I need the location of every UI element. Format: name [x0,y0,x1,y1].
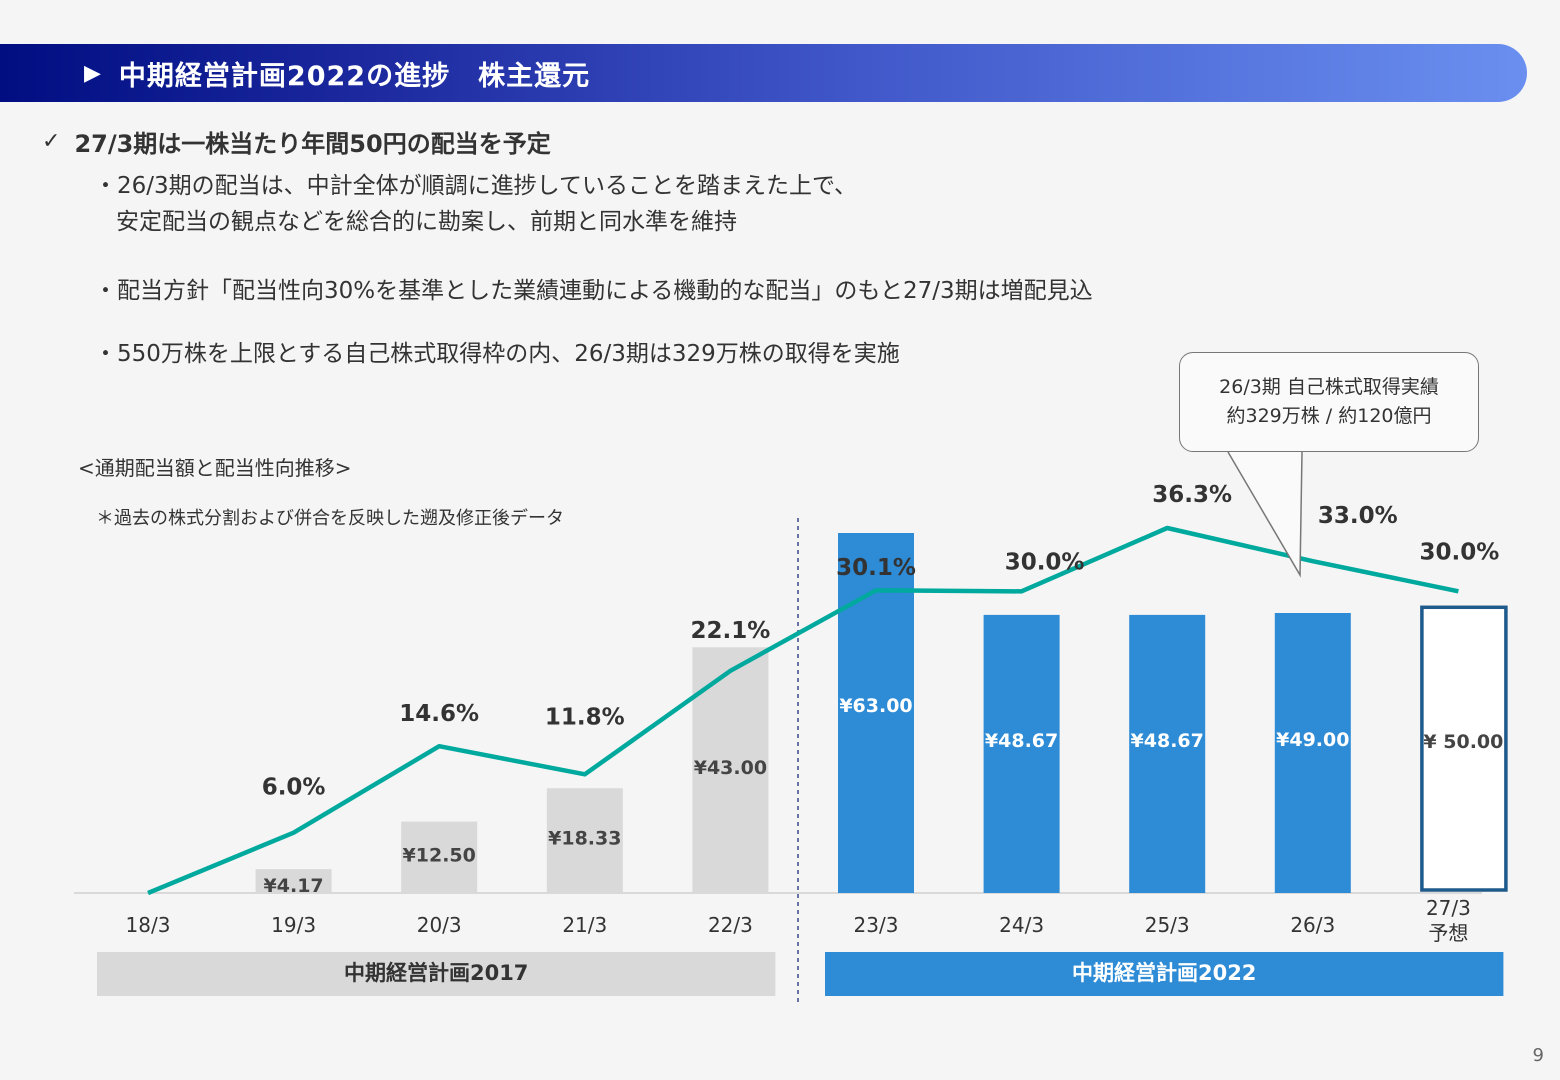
dividend-bar [983,614,1060,893]
dividend-value-label: ¥12.50 [403,844,476,866]
bullet-text: ・550万株を上限とする自己株式取得枠の内、26/3期は329万株の取得を実施 [94,341,900,367]
dividend-value-label: ¥4.17 [264,875,324,897]
bullet-text: ・26/3期の配当は、中計全体が順調に進捗していることを踏まえた上で、 [94,173,858,199]
page-number: 9 [1532,1045,1544,1066]
buyback-callout: 26/3期 自己株式取得実績 約329万株 / 約120億円 [1179,352,1479,452]
headline: ✓ 27/3期は一株当たり年間50円の配当を予定 [42,124,551,159]
dividend-value-label: ¥18.33 [548,828,621,850]
dividend-bar [838,533,914,893]
callout-pointer [1227,451,1303,578]
payout-ratio-label: 14.6% [399,701,479,727]
dividend-bar [1274,613,1351,893]
bullet-item: ・550万株を上限とする自己株式取得枠の内、26/3期は329万株の取得を実施 [94,336,900,372]
payout-ratio-label: 30.0% [1420,539,1500,565]
dividend-bar [401,821,478,893]
dividend-bar [1129,614,1206,893]
dividend-value-label: ¥48.67 [1131,730,1204,752]
x-tick-label: 23/3 [854,913,899,937]
headline-text: 27/3期は一株当たり年間50円の配当を予定 [74,130,551,158]
header-bar: ▶ 中期経営計画2022の進捗 株主還元 [0,44,1527,102]
check-icon: ✓ [42,129,61,154]
dividend-bar [255,869,332,893]
bullet-item: ・26/3期の配当は、中計全体が順調に進捗していることを踏まえた上で、 安定配当… [94,168,857,240]
x-tick-label: 22/3 [708,913,753,937]
x-tick-label: 24/3 [999,913,1044,937]
plan-band-label: 中期経営計画2022 [1072,961,1256,985]
forecast-bar [1420,605,1508,892]
bullet-item: ・配当方針「配当性向30%を基準とした業績連動による機動的な配当」のもと27/3… [94,273,1093,309]
callout-line: 約329万株 / 約120億円 [1226,405,1432,427]
plan-band-label: 中期経営計画2017 [344,961,528,985]
plan-band [825,952,1504,996]
x-tick-label: 19/3 [271,913,316,937]
payout-ratio-label: 33.0% [1318,503,1398,529]
dividend-value-label: ¥43.00 [694,757,767,779]
payout-ratio-label: 30.0% [1005,549,1085,575]
x-tick-label: 20/3 [417,913,462,937]
payout-ratio-line [147,525,1459,896]
bullet-text: 安定配当の観点などを総合的に勘案し、前期と同水準を維持 [116,209,737,235]
x-tick-label: 27/3 [1426,896,1471,920]
payout-ratio-label: 6.0% [262,775,326,801]
payout-ratio-label: 30.1% [836,555,916,581]
play-triangle-icon: ▶ [84,60,101,86]
callout-line: 26/3期 自己株式取得実績 [1219,376,1439,398]
callout-pointer-fill [1228,450,1302,575]
payout-ratio-label: 22.1% [691,618,771,644]
x-tick-label: 26/3 [1290,913,1335,937]
dividend-value-label: ¥49.00 [1276,729,1349,751]
x-tick-label: 25/3 [1145,913,1190,937]
payout-ratio-label: 11.8% [545,704,625,730]
x-tick-label: 21/3 [562,913,607,937]
payout-ratio-label: 36.3% [1152,482,1232,508]
page-title: 中期経営計画2022の進捗 株主還元 [118,60,591,92]
dividend-value-label: ¥48.67 [985,730,1058,752]
x-tick-label: 18/3 [126,913,171,937]
dividend-value-label: ¥63.00 [839,695,912,717]
chart-caption: <通期配当額と配当性向推移> [78,456,352,480]
dividend-value-label: ¥ 50.00 [1423,731,1503,753]
bullet-text: ・配当方針「配当性向30%を基準とした業績連動による機動的な配当」のもと27/3… [94,278,1093,304]
plan-band [97,952,776,996]
chart-note: ＊過去の株式分割および併合を反映した遡及修正後データ [96,508,564,529]
dividend-bar [546,788,623,893]
x-tick-label: 予想 [1428,921,1468,945]
